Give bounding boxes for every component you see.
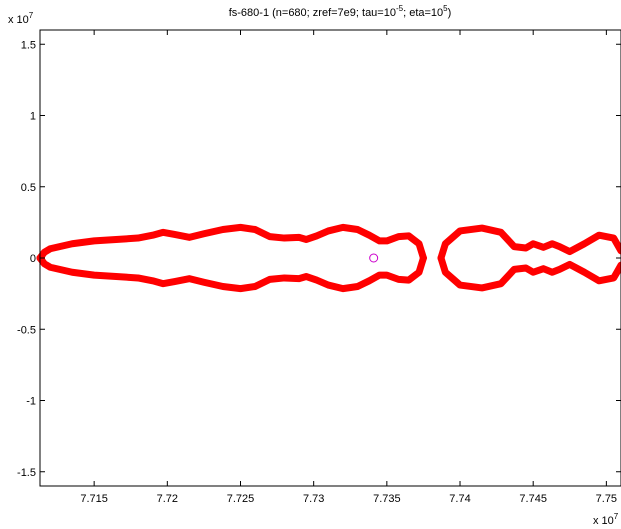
title-tau-exponent: -5: [396, 4, 404, 13]
y-tick-label: -1.5: [17, 467, 36, 479]
x-tick-label: 7.75: [596, 493, 617, 505]
plot-marks: [36, 223, 621, 293]
chart-title: fs-680-1 (n=680; zref=7e9; tau=10-5; eta…: [229, 4, 452, 19]
y-tick-label: 1.5: [21, 39, 36, 51]
plot-frame: [39, 29, 621, 487]
x-tick-label: 7.745: [519, 493, 547, 505]
x-tick-label: 7.735: [373, 493, 401, 505]
x-tick-label: 7.725: [227, 493, 255, 505]
marker-point: [369, 253, 379, 263]
spectrum-contour-2-lower: [437, 254, 621, 292]
tick-labels: 7.715 7.72 7.725 7.73 7.735 7.74 7.745 7.75 1.5 1…: [17, 39, 617, 505]
x-tick-label: 7.73: [303, 493, 324, 505]
y-tick-label: 0.5: [21, 182, 36, 194]
title-eta-exponent: 5: [443, 4, 448, 13]
y-axis-multiplier: x 107: [8, 11, 34, 26]
spectrum-contour-2-upper: [437, 224, 621, 262]
y-tick-label: -0.5: [17, 324, 36, 336]
y-tick-label: -1: [26, 396, 36, 408]
x-tick-label: 7.72: [157, 493, 178, 505]
y-tick-label: 1: [30, 111, 36, 123]
x-axis-multiplier: x 107: [593, 512, 619, 527]
axis-ticks: [40, 30, 621, 486]
spectrum-contour-1-upper: [36, 223, 427, 262]
x-tick-label: 7.74: [449, 493, 470, 505]
spectrum-contour-1-lower: [36, 254, 427, 293]
x-tick-label: 7.715: [80, 493, 108, 505]
y-tick-label: 0: [30, 253, 36, 265]
